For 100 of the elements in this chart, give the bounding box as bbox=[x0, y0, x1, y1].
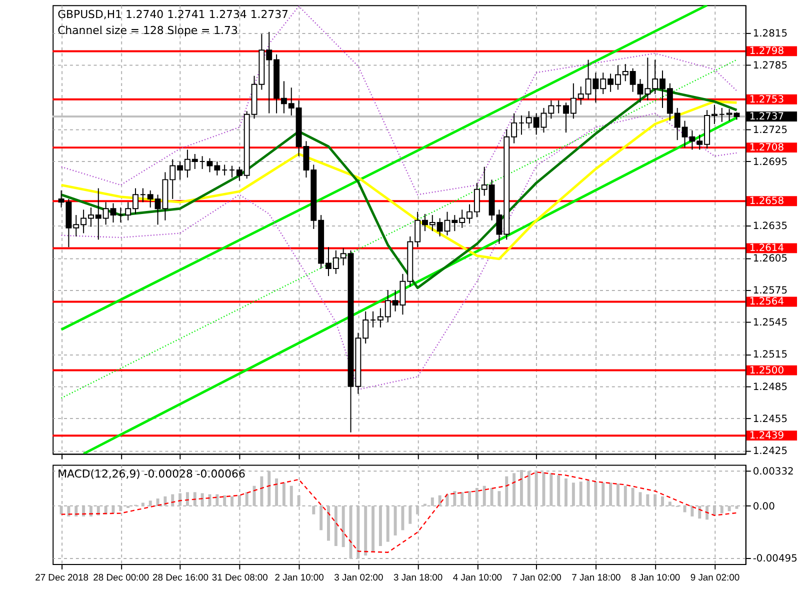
candlestick bbox=[229, 165, 235, 178]
bar bbox=[342, 506, 345, 548]
chart-title: GBPUSD,H1 1.2740 1.2741 1.2734 1.2737 bbox=[58, 8, 289, 22]
bar bbox=[453, 491, 456, 506]
bar bbox=[683, 506, 686, 512]
bar bbox=[193, 492, 196, 506]
x-tick-label: 8 Jan 10:00 bbox=[630, 571, 680, 582]
bar bbox=[430, 497, 434, 506]
bar bbox=[438, 495, 442, 506]
bar bbox=[712, 506, 716, 516]
candlestick bbox=[140, 188, 146, 203]
bar bbox=[141, 502, 144, 506]
candlestick bbox=[718, 107, 725, 122]
bar bbox=[408, 506, 412, 524]
x-tick-label: 9 Jan 02:00 bbox=[690, 571, 740, 582]
bar bbox=[334, 506, 338, 546]
y-tick-label: 1.2815 bbox=[752, 28, 788, 40]
y-tick-label: 1.2425 bbox=[752, 446, 788, 458]
bar bbox=[60, 506, 63, 514]
bar bbox=[698, 506, 702, 519]
bar bbox=[520, 470, 523, 506]
bar bbox=[126, 506, 130, 508]
bar bbox=[661, 496, 664, 506]
x-tick-label: 3 Jan 02:00 bbox=[334, 571, 384, 582]
bar bbox=[616, 484, 620, 506]
bar bbox=[490, 488, 494, 506]
bar bbox=[178, 493, 182, 506]
y-tick-label: 1.2725 bbox=[752, 124, 788, 136]
bar bbox=[654, 494, 657, 506]
bar bbox=[282, 482, 286, 506]
y-tick-label: 1.2605 bbox=[752, 253, 788, 264]
bar bbox=[564, 478, 568, 506]
x-tick-label: 2 Jan 10:00 bbox=[274, 571, 324, 582]
bar bbox=[416, 506, 420, 514]
bar bbox=[527, 471, 530, 506]
bar bbox=[260, 476, 264, 506]
bar bbox=[482, 486, 486, 506]
ref-line-label: 1.2500 bbox=[749, 365, 784, 376]
bar bbox=[594, 482, 598, 506]
bar bbox=[67, 506, 70, 516]
bar bbox=[275, 478, 278, 506]
bar bbox=[297, 495, 300, 506]
ref-line-label: 1.2658 bbox=[749, 196, 784, 208]
x-tick-label: 7 Jan 02:00 bbox=[512, 571, 562, 582]
bar bbox=[216, 494, 219, 506]
bar bbox=[82, 506, 86, 516]
ref-line-label: 1.2798 bbox=[749, 46, 784, 58]
bar bbox=[505, 476, 508, 506]
bar bbox=[534, 472, 538, 506]
x-tick-label: 31 Dec 08:00 bbox=[212, 571, 268, 582]
bar bbox=[171, 494, 174, 506]
candlestick bbox=[370, 310, 376, 328]
x-tick-label: 4 Jan 10:00 bbox=[452, 571, 502, 582]
candlestick bbox=[222, 164, 228, 176]
bar bbox=[401, 506, 404, 530]
bar bbox=[112, 506, 115, 514]
bar bbox=[386, 506, 390, 542]
y-tick-label: 1.2695 bbox=[752, 156, 788, 168]
y-tick-label: 1.2575 bbox=[752, 285, 788, 296]
ref-line-label: 1.2564 bbox=[749, 296, 784, 308]
bar bbox=[720, 506, 724, 514]
bar bbox=[238, 495, 241, 506]
bar bbox=[327, 506, 330, 541]
candlestick bbox=[518, 114, 524, 136]
bar bbox=[735, 506, 738, 509]
line-series bbox=[60, 112, 738, 390]
bar bbox=[475, 488, 478, 506]
bar bbox=[609, 482, 612, 506]
y-tick-label: 0.00332 bbox=[752, 466, 794, 478]
bar bbox=[164, 496, 167, 506]
bar bbox=[728, 506, 731, 512]
line-series bbox=[60, 100, 738, 260]
bar bbox=[223, 495, 226, 506]
bar bbox=[252, 486, 256, 506]
bar bbox=[394, 506, 397, 536]
y-tick-label: -0.00495 bbox=[752, 554, 798, 565]
bar bbox=[148, 500, 152, 506]
y-tick-label: 1.2485 bbox=[752, 382, 788, 393]
bar bbox=[268, 471, 271, 506]
bar bbox=[460, 492, 464, 506]
y-tick-label: 1.2635 bbox=[752, 221, 788, 232]
candlestick bbox=[118, 207, 124, 224]
bar bbox=[690, 506, 694, 516]
bar bbox=[119, 506, 122, 512]
bar bbox=[668, 502, 672, 506]
x-tick-label: 28 Dec 00:00 bbox=[93, 571, 150, 582]
x-tick-label: 7 Jan 18:00 bbox=[572, 571, 621, 582]
bar bbox=[572, 482, 575, 506]
candlestick bbox=[199, 156, 206, 170]
bar bbox=[245, 492, 248, 506]
bar bbox=[290, 486, 293, 506]
ref-line-label: 1.2708 bbox=[749, 142, 784, 154]
bar bbox=[230, 496, 234, 506]
bar bbox=[74, 506, 78, 516]
chart-title: MACD(12,26,9) -0.00028 -0.00066 bbox=[58, 468, 246, 481]
y-tick-label: 1.2785 bbox=[752, 60, 788, 72]
bar bbox=[364, 506, 368, 556]
bar bbox=[378, 506, 382, 546]
bar bbox=[631, 488, 634, 506]
candlestick bbox=[556, 100, 562, 114]
